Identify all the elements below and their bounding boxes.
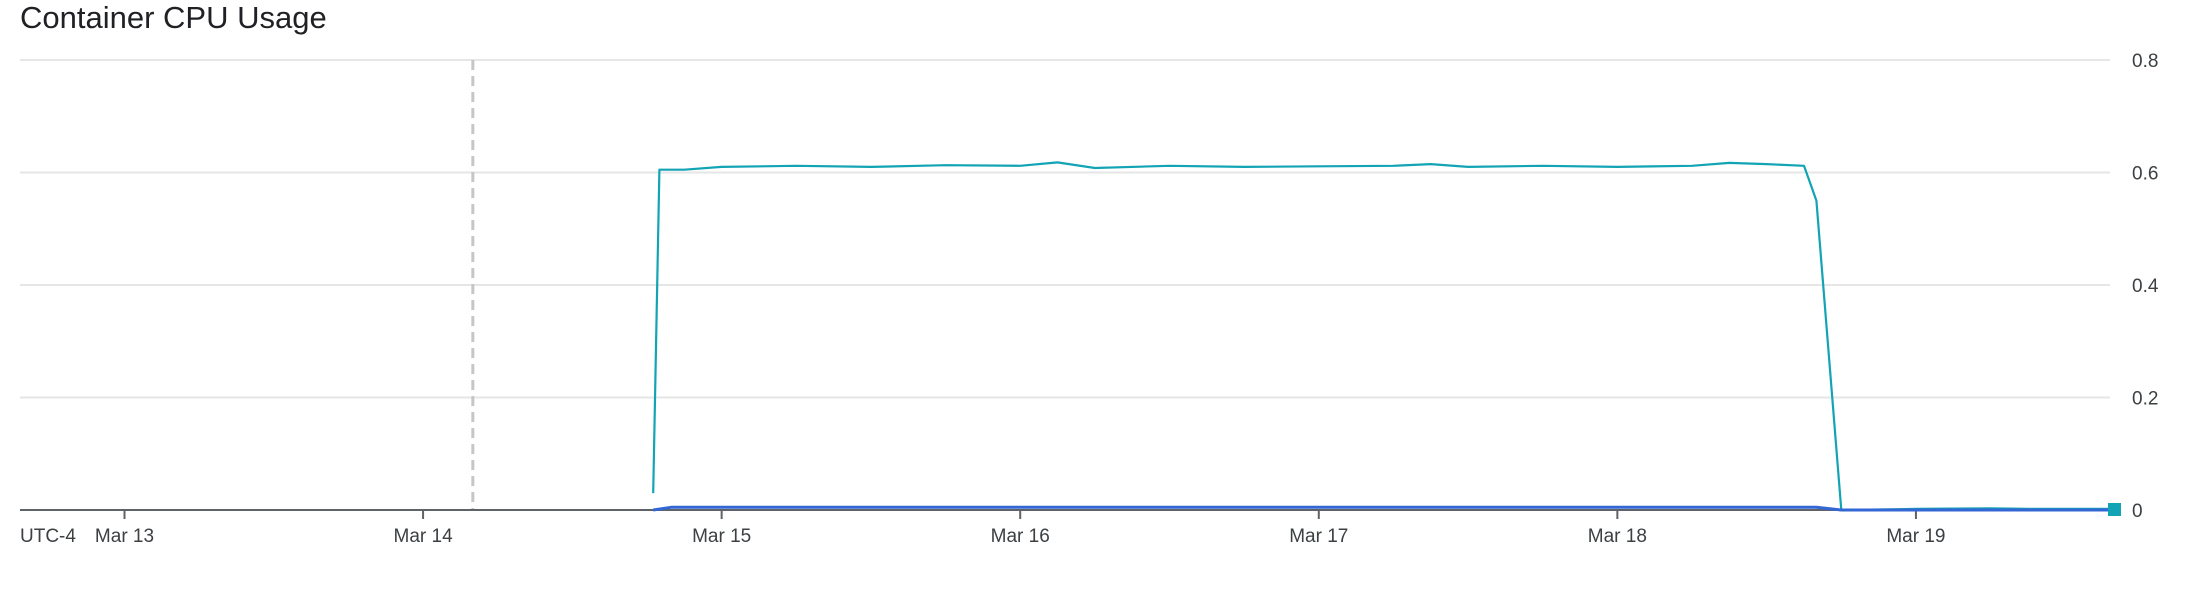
series-line-2[interactable] <box>652 505 2110 512</box>
x-tick-label: Mar 18 <box>1588 526 1647 547</box>
y-tick-label: 0.6 <box>2132 164 2158 185</box>
gridlines <box>20 59 2110 399</box>
series-lines <box>652 161 2110 512</box>
series-line-1[interactable] <box>652 161 2110 512</box>
x-tick-label: Mar 16 <box>991 526 1050 547</box>
x-tick-label: Mar 19 <box>1886 526 1945 547</box>
series-end-marker[interactable] <box>2108 503 2121 516</box>
chart-title: Container CPU Usage <box>20 0 327 35</box>
timezone-label: UTC-4 <box>20 526 76 547</box>
x-tick-label: Mar 14 <box>394 526 454 547</box>
y-tick-label: 0.8 <box>2132 51 2158 72</box>
y-tick-label: 0.4 <box>2132 276 2159 297</box>
x-tick-label: Mar 17 <box>1289 526 1348 547</box>
x-tick-label: Mar 15 <box>692 526 751 547</box>
y-axis: 0.8 0.6 0.4 0.2 0 <box>2132 51 2159 522</box>
x-axis: Mar 13 Mar 14 Mar 15 Mar 16 Mar 17 Mar 18 Mar … <box>95 510 1945 547</box>
y-tick-label: 0.2 <box>2132 389 2158 410</box>
y-tick-label: 0 <box>2132 501 2143 522</box>
x-tick-label: Mar 13 <box>95 526 154 547</box>
